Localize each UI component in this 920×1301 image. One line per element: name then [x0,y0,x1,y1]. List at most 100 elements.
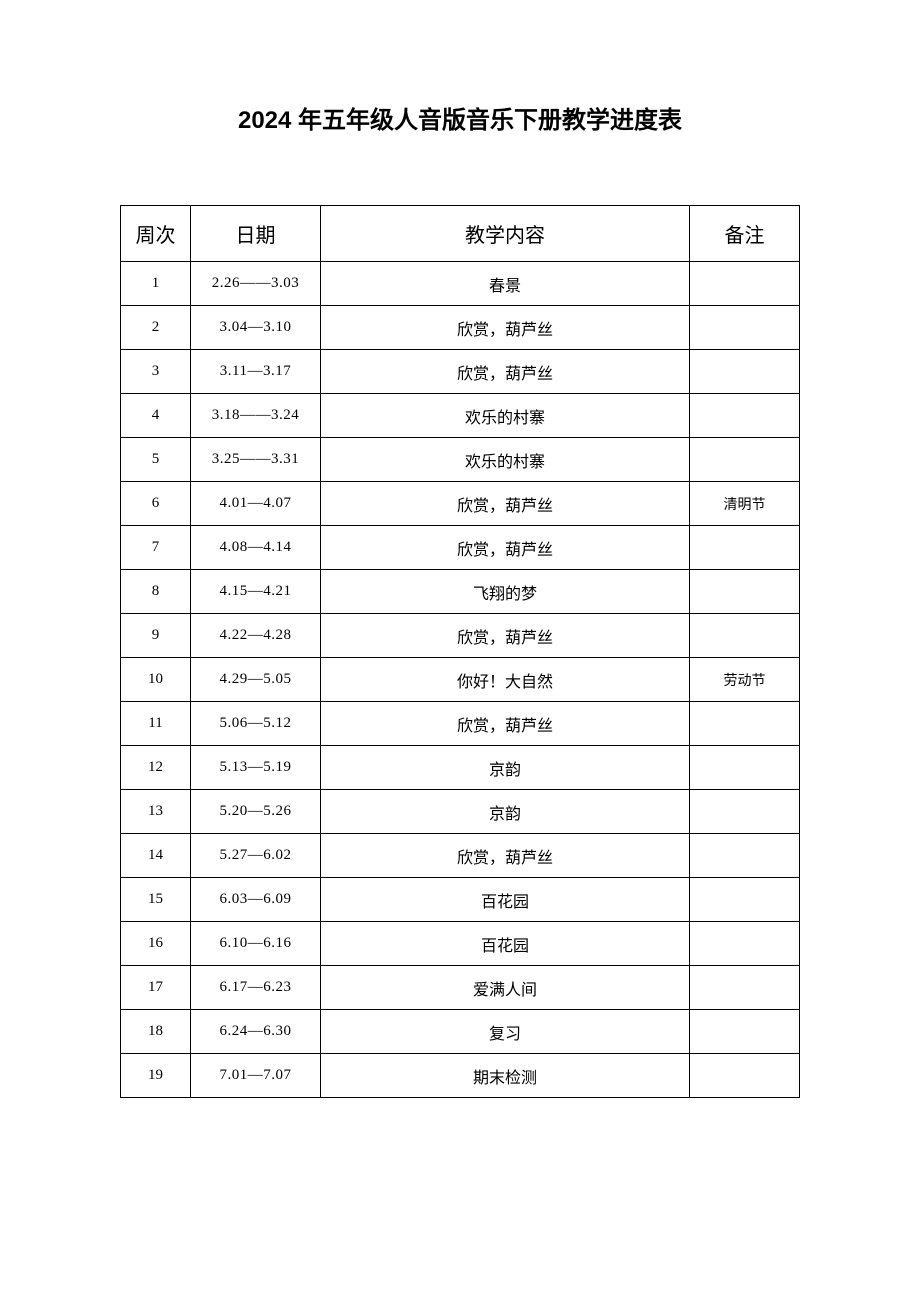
table-row: 74.08—4.14欣赏，葫芦丝 [121,526,800,570]
cell-content: 欣赏，葫芦丝 [321,482,690,526]
cell-note [690,306,800,350]
table-row: 84.15—4.21飞翔的梦 [121,570,800,614]
cell-date: 5.13—5.19 [191,746,321,790]
cell-note [690,526,800,570]
cell-date: 2.26——3.03 [191,262,321,306]
cell-note [690,746,800,790]
table-row: 176.17—6.23爱满人间 [121,966,800,1010]
cell-date: 6.24—6.30 [191,1010,321,1054]
cell-date: 6.03—6.09 [191,878,321,922]
table-row: 156.03—6.09百花园 [121,878,800,922]
cell-note [690,614,800,658]
cell-content: 百花园 [321,878,690,922]
header-content: 教学内容 [321,206,690,262]
cell-note [690,834,800,878]
cell-week: 15 [121,878,191,922]
cell-week: 9 [121,614,191,658]
cell-note [690,790,800,834]
table-row: 12.26——3.03春景 [121,262,800,306]
cell-week: 13 [121,790,191,834]
cell-note [690,1054,800,1098]
cell-content: 欣赏，葫芦丝 [321,306,690,350]
schedule-table: 周次 日期 教学内容 备注 12.26——3.03春景23.04—3.10欣赏，… [120,205,800,1098]
cell-content: 春景 [321,262,690,306]
cell-date: 5.20—5.26 [191,790,321,834]
cell-date: 4.08—4.14 [191,526,321,570]
table-row: 115.06—5.12欣赏，葫芦丝 [121,702,800,746]
table-row: 145.27—6.02欣赏，葫芦丝 [121,834,800,878]
cell-note [690,570,800,614]
table-row: 166.10—6.16百花园 [121,922,800,966]
header-note: 备注 [690,206,800,262]
cell-content: 欢乐的村寨 [321,438,690,482]
cell-week: 1 [121,262,191,306]
table-row: 186.24—6.30复习 [121,1010,800,1054]
cell-date: 3.25——3.31 [191,438,321,482]
cell-week: 18 [121,1010,191,1054]
table-row: 43.18——3.24欢乐的村寨 [121,394,800,438]
cell-week: 12 [121,746,191,790]
cell-date: 7.01—7.07 [191,1054,321,1098]
cell-content: 百花园 [321,922,690,966]
cell-note: 清明节 [690,482,800,526]
cell-week: 11 [121,702,191,746]
cell-week: 14 [121,834,191,878]
cell-note [690,878,800,922]
cell-date: 4.22—4.28 [191,614,321,658]
table-row: 23.04—3.10欣赏，葫芦丝 [121,306,800,350]
cell-date: 3.11—3.17 [191,350,321,394]
cell-date: 5.27—6.02 [191,834,321,878]
cell-content: 欢乐的村寨 [321,394,690,438]
table-row: 33.11—3.17欣赏，葫芦丝 [121,350,800,394]
table-row: 197.01—7.07期末检测 [121,1054,800,1098]
cell-date: 6.10—6.16 [191,922,321,966]
cell-note [690,1010,800,1054]
page-title: 2024 年五年级人音版音乐下册教学进度表 [120,100,800,135]
cell-date: 5.06—5.12 [191,702,321,746]
table-row: 104.29—5.05你好！大自然劳动节 [121,658,800,702]
cell-date: 3.18——3.24 [191,394,321,438]
cell-date: 6.17—6.23 [191,966,321,1010]
cell-week: 2 [121,306,191,350]
cell-week: 16 [121,922,191,966]
cell-content: 京韵 [321,746,690,790]
cell-content: 你好！大自然 [321,658,690,702]
cell-date: 4.01—4.07 [191,482,321,526]
header-week: 周次 [121,206,191,262]
table-header-row: 周次 日期 教学内容 备注 [121,206,800,262]
cell-week: 6 [121,482,191,526]
cell-note [690,966,800,1010]
cell-week: 10 [121,658,191,702]
cell-week: 19 [121,1054,191,1098]
cell-week: 8 [121,570,191,614]
cell-content: 欣赏，葫芦丝 [321,702,690,746]
cell-content: 欣赏，葫芦丝 [321,614,690,658]
cell-date: 4.15—4.21 [191,570,321,614]
cell-content: 欣赏，葫芦丝 [321,350,690,394]
cell-content: 京韵 [321,790,690,834]
cell-note [690,262,800,306]
table-row: 53.25——3.31欢乐的村寨 [121,438,800,482]
cell-week: 7 [121,526,191,570]
cell-week: 3 [121,350,191,394]
cell-week: 17 [121,966,191,1010]
cell-content: 复习 [321,1010,690,1054]
cell-note [690,922,800,966]
table-row: 64.01—4.07欣赏，葫芦丝清明节 [121,482,800,526]
table-row: 135.20—5.26京韵 [121,790,800,834]
cell-content: 欣赏，葫芦丝 [321,526,690,570]
cell-note [690,702,800,746]
cell-content: 爱满人间 [321,966,690,1010]
cell-note [690,438,800,482]
cell-week: 4 [121,394,191,438]
cell-content: 飞翔的梦 [321,570,690,614]
cell-date: 4.29—5.05 [191,658,321,702]
table-row: 125.13—5.19京韵 [121,746,800,790]
cell-date: 3.04—3.10 [191,306,321,350]
table-body: 12.26——3.03春景23.04—3.10欣赏，葫芦丝33.11—3.17欣… [121,262,800,1098]
cell-note: 劳动节 [690,658,800,702]
cell-week: 5 [121,438,191,482]
cell-note [690,350,800,394]
cell-content: 期末检测 [321,1054,690,1098]
header-date: 日期 [191,206,321,262]
